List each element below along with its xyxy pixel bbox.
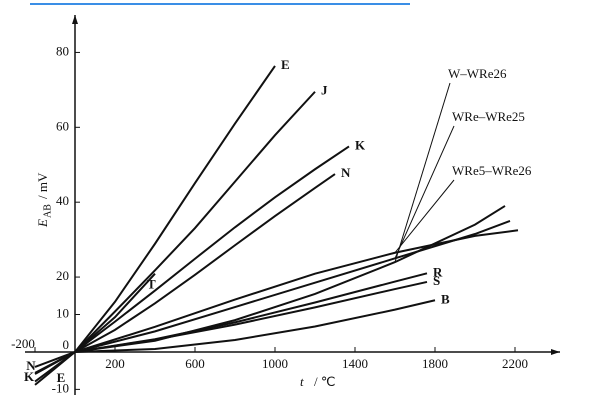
x-tick-label: 200 <box>105 356 125 371</box>
y-label-main: E <box>35 219 50 228</box>
series-line <box>74 229 519 353</box>
series-label: WRe5–WRe26 <box>452 163 532 178</box>
x-label-unit: / ℃ <box>314 374 335 389</box>
leader-line <box>394 179 455 254</box>
series-line <box>34 91 316 383</box>
series-label: S <box>433 273 440 288</box>
y-tick-label: 0 <box>63 337 70 352</box>
series-label: B <box>441 291 450 306</box>
series-label: K <box>355 137 366 152</box>
leader-line <box>394 82 451 263</box>
y-tick-label: 80 <box>56 43 69 58</box>
y-tick-label: 60 <box>56 118 69 133</box>
x-tick-label: 2200 <box>502 356 528 371</box>
series-line <box>74 219 511 353</box>
series-label: WRe–WRe25 <box>452 109 525 124</box>
series-label: W–WRe26 <box>448 66 507 81</box>
y-arrow <box>72 15 78 24</box>
x-tick-label: 1800 <box>422 356 448 371</box>
series-line <box>34 145 350 375</box>
y-label: E AB / mV <box>35 172 53 228</box>
y-tick-label: 40 <box>56 193 69 208</box>
y-label-sub: AB <box>42 204 53 218</box>
series-end-label: E <box>57 370 66 385</box>
x-tick-label: 1400 <box>342 356 368 371</box>
series-line <box>34 273 156 374</box>
series-label: N <box>341 165 351 180</box>
series-label: E <box>281 57 290 72</box>
y-tick-label: 20 <box>56 268 69 283</box>
x-tick-label: 1000 <box>262 356 288 371</box>
series-end-label: N <box>26 358 36 373</box>
x-label-var: t <box>300 374 304 389</box>
series-label: T <box>147 277 156 292</box>
y-tick-label: 10 <box>56 305 69 320</box>
series-label: R <box>433 264 443 279</box>
series-line <box>74 299 436 353</box>
series-line <box>34 173 336 368</box>
y-label-unit: / mV <box>35 172 50 199</box>
x-arrow <box>551 348 560 355</box>
series-label: J <box>321 83 328 98</box>
x-tick-label: 600 <box>185 356 205 371</box>
series-end-label: K <box>24 369 35 384</box>
leader-line <box>394 125 455 259</box>
series-line <box>74 280 428 353</box>
x-tick-label: -200 <box>11 336 35 351</box>
y-tick-label: -10 <box>52 380 69 395</box>
series-line <box>74 205 506 353</box>
